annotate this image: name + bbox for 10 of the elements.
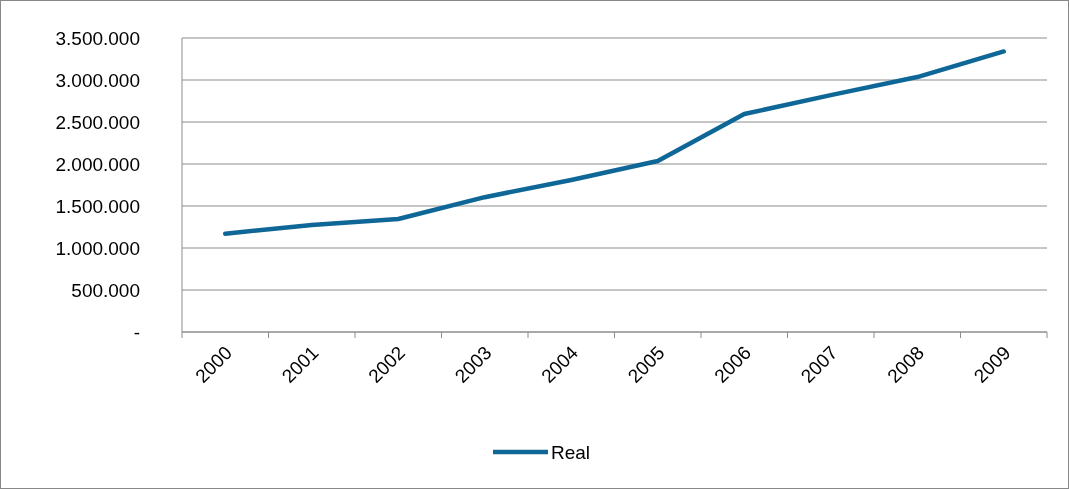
y-tick-label: 3.500.000 (55, 27, 140, 49)
y-tick-label: 500.000 (71, 279, 140, 301)
y-tick-label: 1.000.000 (55, 237, 140, 259)
y-tick-label: 2.000.000 (55, 153, 140, 175)
y-tick-label: 2.500.000 (55, 111, 140, 133)
legend-label: Real (551, 441, 591, 463)
y-tick-label: 1.500.000 (55, 195, 140, 217)
y-tick-label: 3.000.000 (55, 69, 140, 91)
line-series (223, 49, 1006, 236)
y-tick-label: - (133, 321, 140, 343)
